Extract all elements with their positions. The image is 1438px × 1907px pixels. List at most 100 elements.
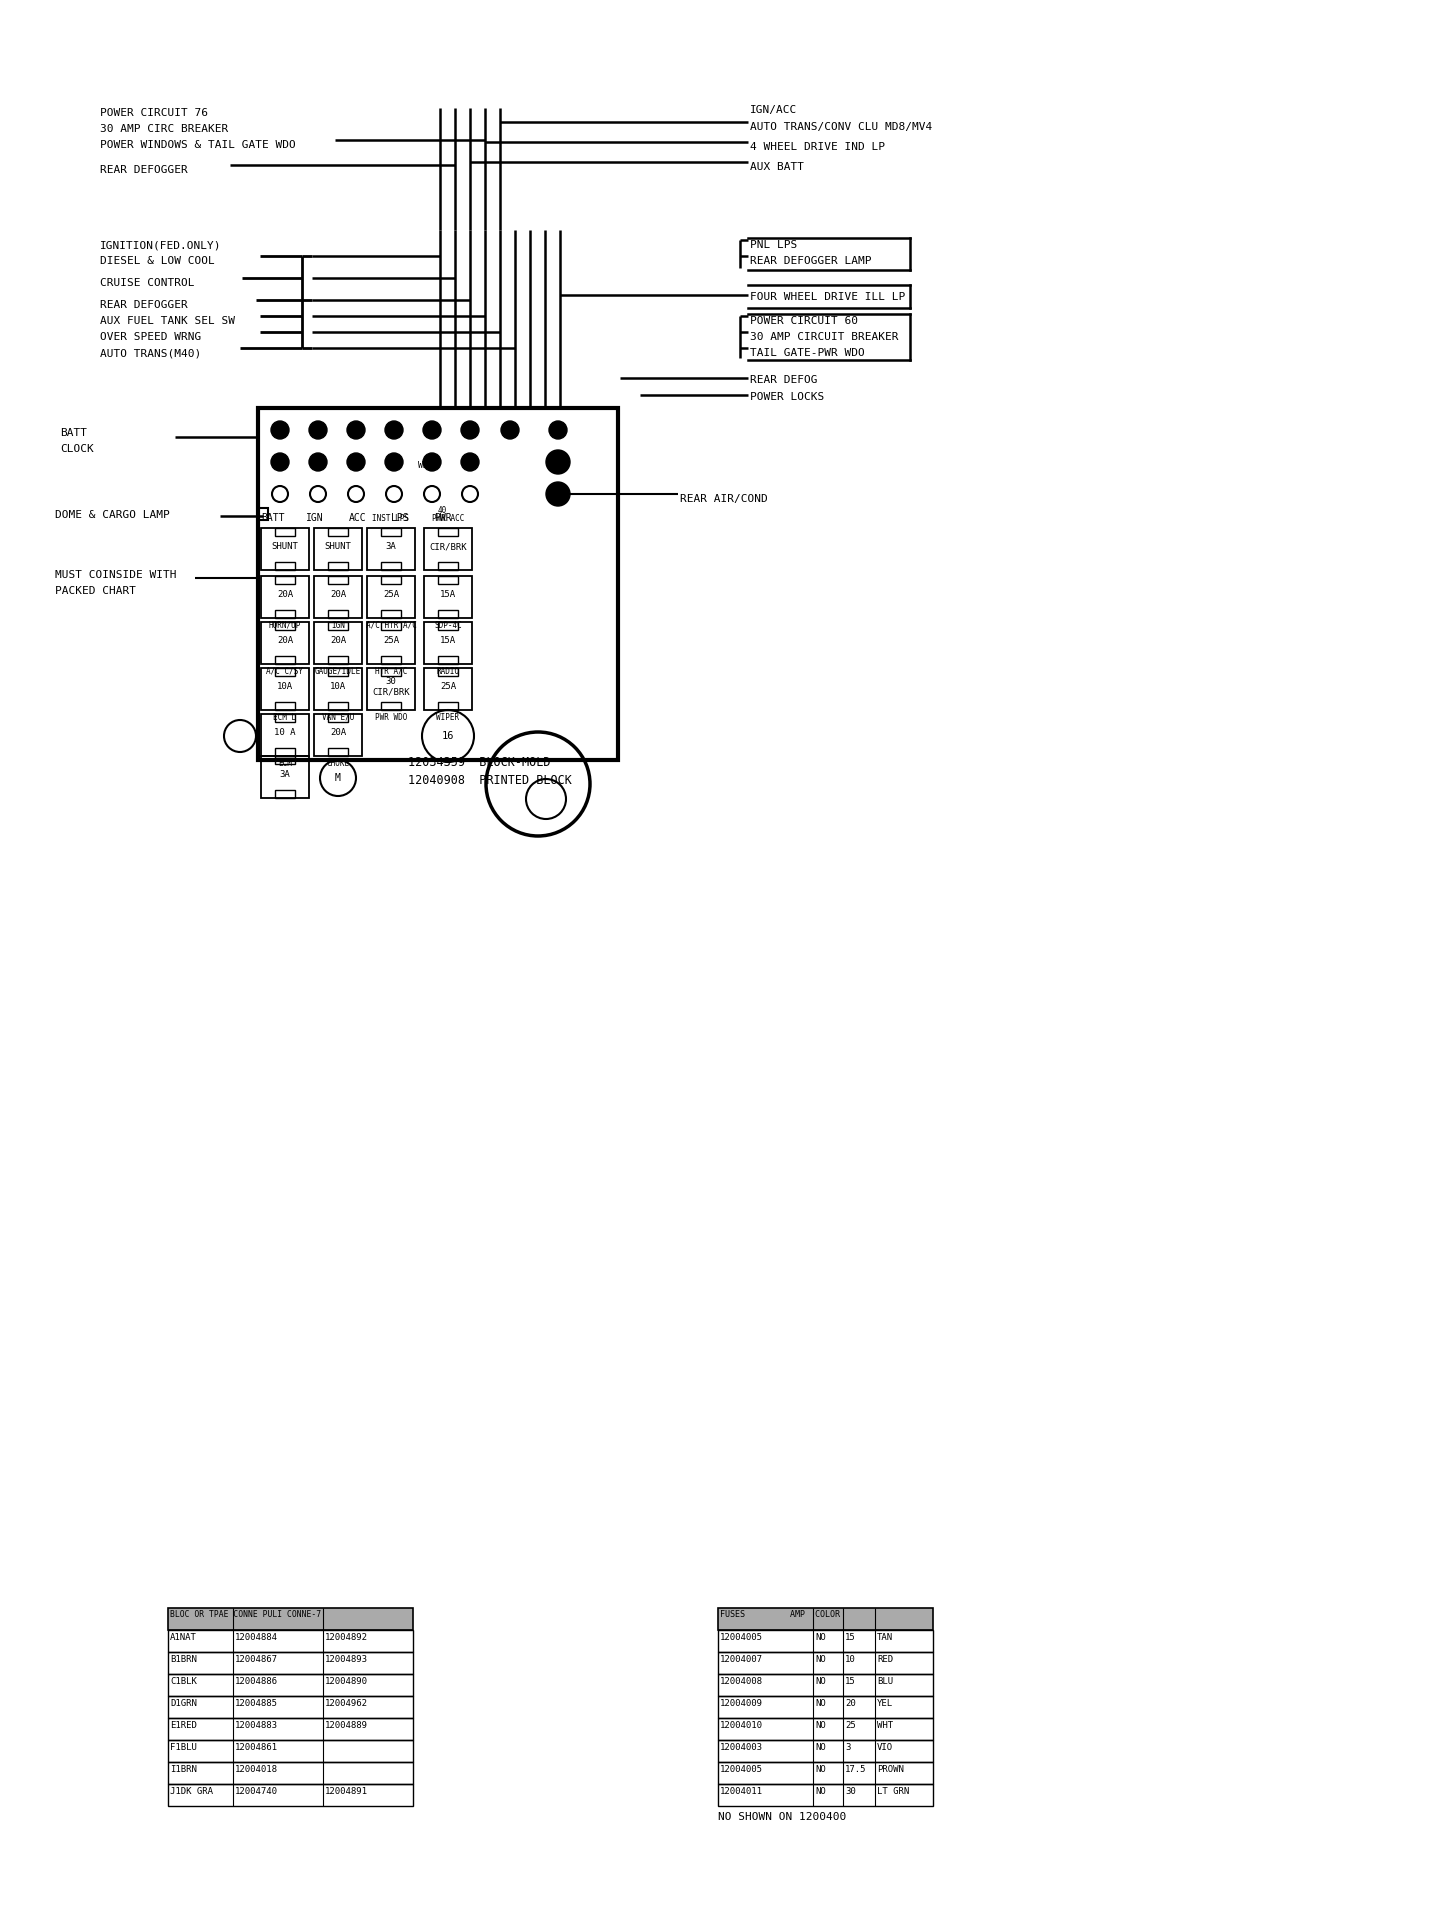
Text: 12004884: 12004884 [234,1632,278,1642]
Text: LPS: LPS [391,513,408,523]
Bar [328,610,348,618]
Text: 15: 15 [846,1676,856,1686]
Text: PWR WDO: PWR WDO [375,713,407,723]
Text: SHUNT: SHUNT [272,542,299,551]
Text: 12004740: 12004740 [234,1787,278,1796]
Bar [718,1718,933,1739]
Bar [328,667,348,677]
Text: 12004890: 12004890 [325,1676,368,1686]
Text: ECM: ECM [278,759,292,769]
Text: REAR DEFOGGER: REAR DEFOGGER [101,299,188,311]
Bar [718,1651,933,1674]
Bar [276,576,295,584]
Bar [328,622,348,631]
Text: 25A: 25A [383,637,400,645]
Bar [439,576,457,584]
Text: 30: 30 [846,1787,856,1796]
Text: REAR DEFOG: REAR DEFOG [751,376,817,385]
Text: IGNITION(FED.ONLY): IGNITION(FED.ONLY) [101,240,221,250]
Bar [439,528,457,536]
Circle shape [347,421,365,439]
Text: 10A: 10A [278,683,293,692]
Bar [328,528,348,536]
Text: SHUNT: SHUNT [325,542,351,551]
Text: PWR ACC: PWR ACC [431,515,464,523]
Bar [718,1762,933,1785]
Bar [262,528,309,570]
Bar [276,667,295,677]
Bar [367,667,416,709]
Text: 3A: 3A [385,542,397,551]
Text: 25A: 25A [440,683,456,692]
Circle shape [423,454,441,471]
Text: 12040908  PRINTED BLOCK: 12040908 PRINTED BLOCK [408,774,572,788]
Circle shape [549,421,567,439]
Bar [262,622,309,664]
Bar [168,1630,413,1651]
Text: NO SHOWN ON 1200400: NO SHOWN ON 1200400 [718,1812,846,1821]
Text: REAR DEFOGGER LAMP: REAR DEFOGGER LAMP [751,256,871,265]
Text: 20A: 20A [329,637,347,645]
Text: DOME & CARGO LAMP: DOME & CARGO LAMP [55,509,170,521]
Circle shape [309,454,326,471]
Text: A1NAT: A1NAT [170,1632,197,1642]
Text: CHOKE: CHOKE [326,759,349,769]
Bar [276,561,295,570]
Text: 25: 25 [846,1720,856,1730]
Text: WIPER: WIPER [437,713,460,723]
Bar [276,702,295,709]
Text: IGN: IGN [306,513,324,523]
Bar [168,1785,413,1806]
Text: 40: 40 [439,505,447,515]
Text: BATT: BATT [60,427,88,439]
Circle shape [546,482,569,505]
Text: 12004018: 12004018 [234,1766,278,1774]
Text: 12004891: 12004891 [325,1787,368,1796]
Bar [276,713,295,723]
Text: MUST COINSIDE WITH: MUST COINSIDE WITH [55,570,177,580]
Text: REAR DEFOGGER: REAR DEFOGGER [101,166,188,175]
Text: 10 A: 10 A [275,728,296,738]
Text: B1BRN: B1BRN [170,1655,197,1665]
Bar [439,667,457,677]
Circle shape [500,421,519,439]
Text: 12004010: 12004010 [720,1720,764,1730]
Text: VIO: VIO [877,1743,893,1753]
Bar [439,610,457,618]
Text: 30 AMP CIRC BREAKER: 30 AMP CIRC BREAKER [101,124,229,133]
Text: TAN: TAN [877,1632,893,1642]
Text: D1GRN: D1GRN [170,1699,197,1709]
Bar [381,702,401,709]
Bar [276,622,295,631]
Circle shape [270,454,289,471]
Circle shape [462,486,477,502]
Text: PROWN: PROWN [877,1766,905,1774]
Bar [439,622,457,631]
Text: 12004008: 12004008 [720,1676,764,1686]
Text: FUSES         AMP  COLOR: FUSES AMP COLOR [720,1610,840,1619]
Bar [381,667,401,677]
Bar [424,622,472,664]
Text: INST LPS: INST LPS [372,515,410,523]
Bar [381,576,401,584]
Bar [262,755,309,797]
Bar [439,702,457,709]
Text: AUX BATT: AUX BATT [751,162,804,172]
Bar [381,656,401,664]
Bar [276,748,295,755]
Text: LT GRN: LT GRN [877,1787,909,1796]
Bar [313,576,362,618]
Text: PNL LPS: PNL LPS [751,240,797,250]
Text: CIR/BRK: CIR/BRK [429,542,467,551]
Text: 12004003: 12004003 [720,1743,764,1753]
Text: 15: 15 [846,1632,856,1642]
Text: NO: NO [815,1720,825,1730]
Text: 25A: 25A [383,591,400,599]
Bar [276,789,295,797]
Text: YEL: YEL [877,1699,893,1709]
Bar [262,576,309,618]
Text: BATT: BATT [262,513,285,523]
Circle shape [423,421,441,439]
Bar [381,622,401,631]
Text: POWER CIRCUIT 76: POWER CIRCUIT 76 [101,109,209,118]
